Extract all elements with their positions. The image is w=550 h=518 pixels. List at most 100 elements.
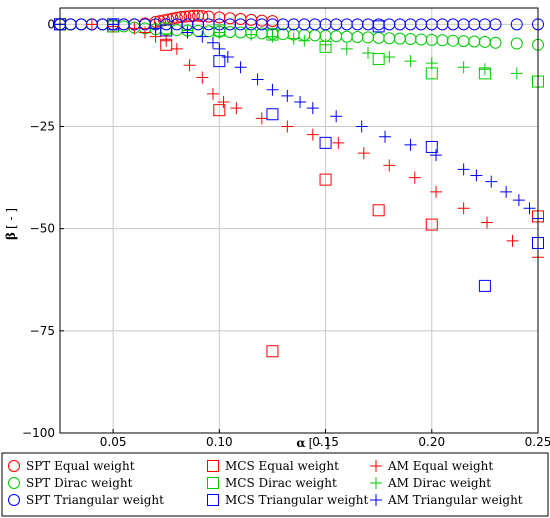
- data-point: [357, 147, 370, 160]
- data-point: [183, 59, 196, 72]
- legend-marker: [207, 460, 219, 472]
- data-point: [213, 55, 226, 68]
- legend-marker: [8, 460, 20, 472]
- data-point: [436, 34, 449, 47]
- data-point: [202, 25, 215, 38]
- data-point: [287, 32, 300, 45]
- data-point: [223, 12, 236, 25]
- data-point: [175, 10, 188, 23]
- legend-label: AM Dirac weight: [387, 476, 491, 490]
- x-axis-title: α [ - ]: [296, 436, 329, 450]
- data-point: [404, 33, 417, 46]
- x-axis-unit: [ - ]: [309, 436, 330, 450]
- legend-marker: [8, 477, 20, 489]
- data-point: [362, 31, 375, 44]
- data-point: [330, 110, 343, 123]
- data-point: [489, 18, 502, 31]
- data-point: [510, 18, 523, 31]
- data-point: [457, 163, 470, 176]
- series-square-4: [54, 18, 544, 88]
- data-point: [500, 185, 513, 198]
- data-point: [372, 53, 385, 66]
- data-point: [457, 35, 470, 48]
- data-point: [306, 102, 319, 115]
- data-point: [478, 63, 491, 76]
- data-point: [266, 30, 279, 43]
- data-point: [404, 55, 417, 68]
- data-point: [468, 35, 481, 48]
- legend-label: AM Equal weight: [387, 459, 493, 473]
- legend-marker: [370, 460, 382, 472]
- series-plus-8: [54, 18, 544, 225]
- data-point: [415, 33, 428, 46]
- data-point: [393, 32, 406, 45]
- series-square-5: [54, 18, 544, 292]
- legend-label: AM Triangular weight: [387, 493, 523, 507]
- grid-lines: [60, 8, 539, 434]
- data-marks: [54, 9, 544, 358]
- x-tick-label: 0.15: [312, 435, 339, 449]
- legend-label: SPT Triangular weight: [26, 493, 164, 507]
- plot-frame: [59, 7, 539, 434]
- data-point: [281, 89, 294, 102]
- data-point: [319, 173, 332, 186]
- data-point: [306, 128, 319, 141]
- data-point: [330, 30, 343, 43]
- data-point: [355, 120, 368, 133]
- data-point: [281, 120, 294, 133]
- data-point: [512, 194, 525, 207]
- data-point: [206, 87, 219, 100]
- data-point: [340, 42, 353, 55]
- data-point: [404, 138, 417, 151]
- legend-label: MCS Dirac weight: [225, 476, 337, 490]
- y-tick-label: −75: [30, 324, 55, 338]
- data-point: [266, 83, 279, 96]
- data-point: [298, 34, 311, 47]
- data-point: [489, 36, 502, 49]
- data-point: [179, 10, 192, 23]
- data-point: [181, 26, 194, 39]
- data-point: [213, 104, 226, 117]
- data-point: [379, 130, 392, 143]
- data-point: [383, 159, 396, 172]
- data-point: [430, 185, 443, 198]
- y-axis-title: β [ - ]: [4, 208, 18, 240]
- data-point: [478, 35, 491, 48]
- series-plus-7: [54, 18, 523, 80]
- data-point: [221, 51, 234, 64]
- data-point: [183, 10, 196, 23]
- legend-label: MCS Triangular weight: [225, 493, 369, 507]
- legend-box: [1, 452, 549, 517]
- data-point: [372, 20, 385, 33]
- data-point: [430, 149, 443, 162]
- data-point: [266, 15, 279, 28]
- legend-marker: [370, 477, 382, 489]
- data-point: [213, 42, 226, 55]
- y-axis-symbol: β: [4, 232, 18, 240]
- data-point: [128, 22, 141, 35]
- y-tick-label: −25: [30, 120, 55, 134]
- data-point: [230, 102, 243, 115]
- series-square-3: [54, 18, 544, 358]
- data-point: [362, 46, 375, 59]
- data-point: [510, 67, 523, 80]
- data-point: [294, 95, 307, 108]
- data-point: [308, 29, 321, 42]
- data-point: [266, 108, 279, 121]
- data-point: [107, 18, 120, 31]
- data-point: [478, 279, 491, 292]
- data-point: [425, 57, 438, 70]
- data-point: [170, 11, 183, 24]
- legend-marker: [370, 494, 382, 506]
- data-point: [457, 61, 470, 74]
- y-tick-label: 0: [47, 17, 55, 31]
- data-point: [160, 34, 173, 47]
- series-plus-6: [54, 18, 544, 264]
- x-tick-label: 0.05: [100, 435, 127, 449]
- data-point: [196, 30, 209, 43]
- data-point: [510, 37, 523, 50]
- data-point: [266, 345, 279, 358]
- data-point: [234, 61, 247, 74]
- data-point: [213, 26, 226, 39]
